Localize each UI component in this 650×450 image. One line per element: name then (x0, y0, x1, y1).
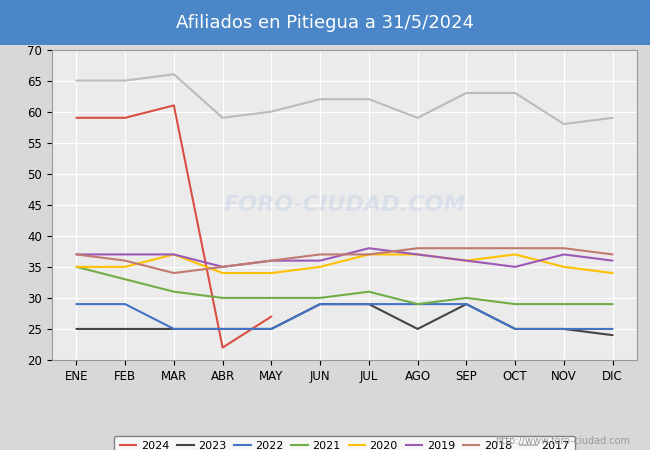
Text: FORO-CIUDAD.COM: FORO-CIUDAD.COM (223, 195, 466, 215)
Text: http://www.foro-ciudad.com: http://www.foro-ciudad.com (495, 436, 630, 446)
Legend: 2024, 2023, 2022, 2021, 2020, 2019, 2018, 2017: 2024, 2023, 2022, 2021, 2020, 2019, 2018… (114, 436, 575, 450)
Text: Afiliados en Pitiegua a 31/5/2024: Afiliados en Pitiegua a 31/5/2024 (176, 14, 474, 32)
